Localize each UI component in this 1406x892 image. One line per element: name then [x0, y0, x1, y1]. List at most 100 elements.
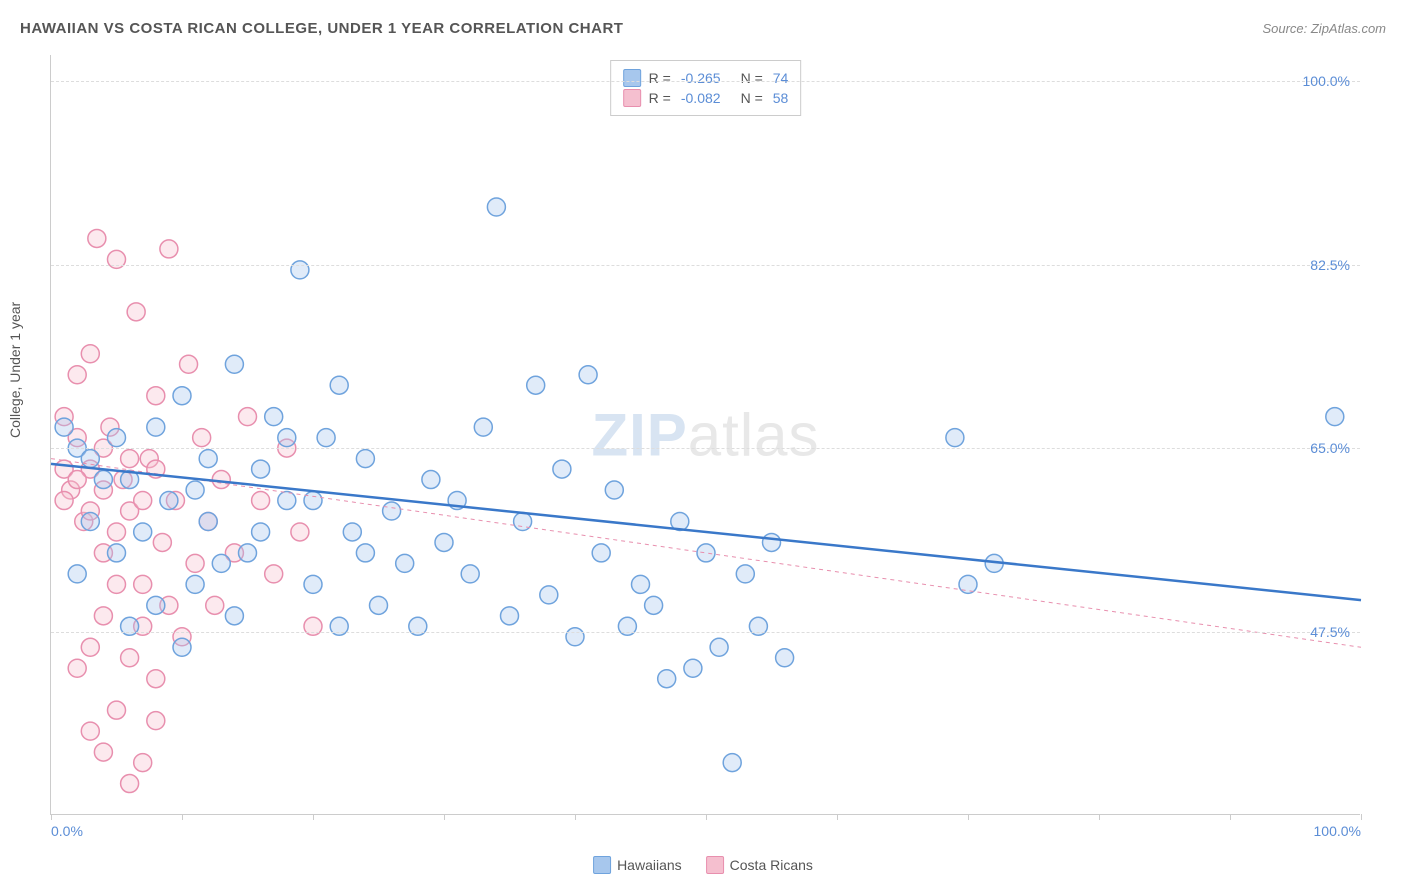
- data-point: [160, 492, 178, 510]
- n-label-1: N =: [741, 70, 763, 86]
- data-point: [147, 387, 165, 405]
- data-point: [147, 712, 165, 730]
- y-tick-label: 100.0%: [1303, 73, 1350, 89]
- x-tick: [1099, 814, 1100, 820]
- stats-legend-box: R = -0.265 N = 74 R = -0.082 N = 58: [610, 60, 802, 116]
- data-point: [618, 617, 636, 635]
- data-point: [108, 523, 126, 541]
- n-label-2: N =: [741, 90, 763, 106]
- data-point: [776, 649, 794, 667]
- x-tick: [1230, 814, 1231, 820]
- data-point: [356, 450, 374, 468]
- y-tick-label: 65.0%: [1310, 440, 1350, 456]
- plot-area: ZIPatlas R = -0.265 N = 74 R = -0.082 N …: [50, 55, 1360, 815]
- data-point: [81, 638, 99, 656]
- data-point: [592, 544, 610, 562]
- x-tick: [575, 814, 576, 820]
- data-point: [147, 418, 165, 436]
- data-point: [68, 471, 86, 489]
- data-point: [265, 565, 283, 583]
- data-point: [239, 408, 257, 426]
- x-tick: [968, 814, 969, 820]
- data-point: [304, 617, 322, 635]
- data-point: [127, 303, 145, 321]
- data-point: [409, 617, 427, 635]
- data-point: [225, 355, 243, 373]
- data-point: [435, 533, 453, 551]
- data-point: [108, 575, 126, 593]
- data-point: [199, 450, 217, 468]
- series1-swatch: [623, 69, 641, 87]
- data-point: [723, 754, 741, 772]
- data-point: [180, 355, 198, 373]
- data-point: [147, 670, 165, 688]
- data-point: [186, 575, 204, 593]
- data-point: [121, 617, 139, 635]
- x-tick: [706, 814, 707, 820]
- bottom-legend: Hawaiians Costa Ricans: [593, 856, 813, 874]
- data-point: [68, 659, 86, 677]
- data-point: [252, 492, 270, 510]
- data-point: [153, 533, 171, 551]
- data-point: [121, 775, 139, 793]
- series2-swatch: [623, 89, 641, 107]
- data-point: [108, 250, 126, 268]
- r-label-1: R =: [649, 70, 671, 86]
- data-point: [959, 575, 977, 593]
- data-point: [383, 502, 401, 520]
- data-point: [160, 240, 178, 258]
- data-point: [88, 229, 106, 247]
- chart-title: HAWAIIAN VS COSTA RICAN COLLEGE, UNDER 1…: [20, 20, 623, 37]
- legend-item-1: Hawaiians: [593, 856, 682, 874]
- legend-label-2: Costa Ricans: [730, 857, 813, 873]
- data-point: [527, 376, 545, 394]
- data-point: [265, 408, 283, 426]
- data-point: [108, 701, 126, 719]
- data-point: [121, 649, 139, 667]
- data-point: [193, 429, 211, 447]
- data-point: [684, 659, 702, 677]
- gridline: [51, 81, 1360, 82]
- data-point: [304, 492, 322, 510]
- r-label-2: R =: [649, 90, 671, 106]
- x-tick-label: 100.0%: [1314, 823, 1361, 839]
- data-point: [697, 544, 715, 562]
- legend-item-2: Costa Ricans: [706, 856, 813, 874]
- data-point: [68, 366, 86, 384]
- data-point: [736, 565, 754, 583]
- scatter-chart: [51, 55, 1360, 814]
- data-point: [278, 429, 296, 447]
- data-point: [81, 512, 99, 530]
- data-point: [81, 450, 99, 468]
- data-point: [121, 450, 139, 468]
- data-point: [55, 492, 73, 510]
- data-point: [81, 345, 99, 363]
- data-point: [186, 481, 204, 499]
- data-point: [566, 628, 584, 646]
- data-point: [108, 429, 126, 447]
- y-tick-label: 47.5%: [1310, 624, 1350, 640]
- data-point: [199, 512, 217, 530]
- data-point: [330, 376, 348, 394]
- data-point: [356, 544, 374, 562]
- source-label: Source: ZipAtlas.com: [1262, 21, 1386, 36]
- data-point: [252, 523, 270, 541]
- data-point: [186, 554, 204, 572]
- data-point: [225, 607, 243, 625]
- data-point: [94, 607, 112, 625]
- data-point: [330, 617, 348, 635]
- data-point: [710, 638, 728, 656]
- x-tick: [837, 814, 838, 820]
- legend-label-1: Hawaiians: [617, 857, 682, 873]
- series2-swatch-icon: [706, 856, 724, 874]
- data-point: [422, 471, 440, 489]
- x-tick: [444, 814, 445, 820]
- n-value-2: 58: [773, 90, 789, 106]
- y-tick-label: 82.5%: [1310, 257, 1350, 273]
- r-value-2: -0.082: [681, 90, 721, 106]
- data-point: [68, 565, 86, 583]
- data-point: [501, 607, 519, 625]
- data-point: [553, 460, 571, 478]
- regression-line: [51, 464, 1361, 600]
- data-point: [206, 596, 224, 614]
